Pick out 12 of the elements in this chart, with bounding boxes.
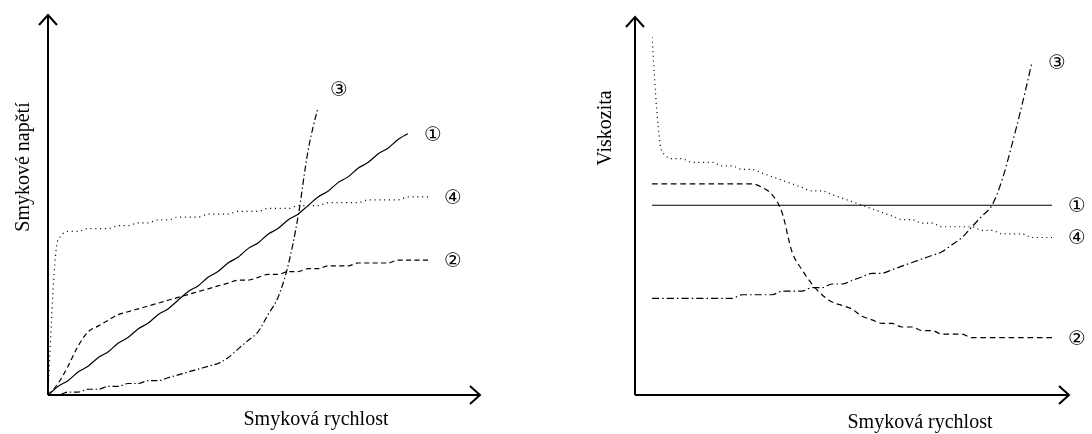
series-label: ① bbox=[1068, 193, 1086, 218]
y-axis-title: Viskozita bbox=[593, 90, 615, 166]
series-label: ④ bbox=[444, 184, 462, 209]
y-axis-title: Smykové napětí bbox=[11, 101, 34, 232]
series-label: ② bbox=[1068, 325, 1086, 350]
x-axis-title: Smyková rychlost bbox=[847, 410, 993, 433]
x-axis-title: Smyková rychlost bbox=[243, 407, 389, 430]
series-label: ② bbox=[444, 248, 462, 273]
series-label: ④ bbox=[1068, 225, 1086, 250]
series-label: ③ bbox=[1048, 50, 1066, 75]
series-label: ① bbox=[424, 121, 442, 146]
series-label: ③ bbox=[330, 77, 348, 101]
